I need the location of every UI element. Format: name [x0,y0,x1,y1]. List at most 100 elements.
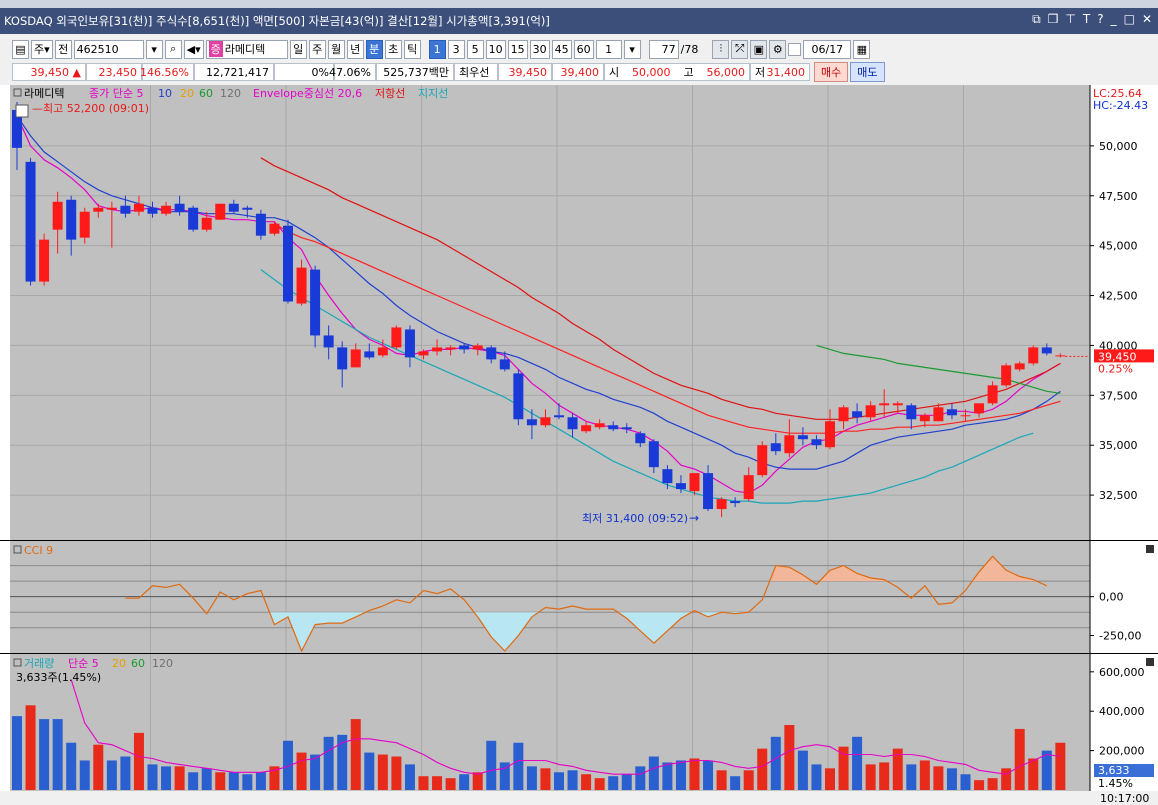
cci-oversold-fill [269,612,366,651]
volume-bar [52,719,63,790]
candle-tool-icon[interactable]: ⫶ [712,39,730,59]
interval-5[interactable]: 5 [466,39,484,59]
volume-bar [377,754,388,790]
pin-icon[interactable]: ⊤ [1065,12,1076,26]
calendar-icon[interactable]: ▦ [853,39,871,59]
stock-name-field[interactable]: 증 라메디텍 [205,39,288,59]
low-label: 저 [755,66,766,79]
interval-3[interactable]: 3 [447,39,465,59]
candle-body [1028,347,1039,364]
page-value: 77 [661,42,676,56]
candle-body [987,385,998,404]
font-icon[interactable]: T [1082,12,1091,26]
interval-1[interactable]: 1 [428,39,446,59]
layout-icon[interactable]: ▤ [12,39,29,59]
unit-second[interactable]: 초 [384,39,402,59]
search-icon[interactable]: ⌕ [164,39,182,59]
link-icon[interactable]: ⧉ [1032,12,1041,26]
cci-oversold-fill [697,612,722,617]
volume-ma60: 60 [131,657,145,670]
candle-body [540,417,551,426]
count-dropdown-icon[interactable]: ▾ [623,39,641,59]
candle-body [25,161,36,282]
interval-15[interactable]: 15 [507,39,528,59]
volume-ma20: 20 [112,657,126,670]
top-menu-strip [0,0,1158,8]
period-day[interactable]: 일 [289,39,307,59]
minimize-icon[interactable]: _ [1110,12,1117,26]
last-volume-box [1094,764,1154,777]
draw-tool-icon[interactable]: ⤱ [731,39,749,59]
volume-bar [1055,742,1066,790]
maximize-icon[interactable]: □ [1123,12,1135,26]
candle-body [52,201,63,230]
candle-body [825,421,835,448]
date-checkbox[interactable] [788,42,802,56]
volume-cell: 12,721,417 [194,63,274,81]
cci-close-icon[interactable] [1146,545,1154,553]
interval-60[interactable]: 60 [573,39,594,59]
page-input[interactable]: 77 [648,39,679,59]
copy-icon[interactable]: ❐ [1047,12,1059,26]
window-title-bar: KOSDAQ 외국인보유[31(천)] 주식수[8,651(천)] 액면[500… [0,8,1158,34]
candle-body [106,207,117,210]
unit-tick[interactable]: 틱 [403,39,421,59]
candle-body [79,211,90,238]
price-tick-label: 37,500 [1099,389,1138,402]
market-select[interactable]: 주 ▾ [31,39,53,59]
candle-body [174,203,185,212]
volume-bar [879,762,890,790]
price-tick-label: 40,000 [1099,339,1138,352]
chart-area[interactable]: 50,000 47,500 45,000 42,500 40,000 37,500 35,0… [0,85,1158,805]
price-tick-label: 47,500 [1099,190,1138,203]
candle-body [445,347,456,350]
volume-legend: 거래량 단순 5 20 60 120 3,633주(1.45%) [13,657,1154,684]
volume-close-icon[interactable] [1146,658,1154,666]
volume-bar [852,736,863,790]
code-dropdown-icon[interactable]: ▾ [145,39,163,59]
period-month[interactable]: 월 [327,39,345,59]
legend-support: 지지선 [418,87,448,100]
unit-minute[interactable]: 분 [365,39,383,59]
interval-45[interactable]: 45 [551,39,572,59]
close-icon[interactable]: ✕ [1141,12,1152,26]
code-input[interactable]: 462510 [73,39,144,59]
volume-bar [418,776,429,790]
legend-ma120: 120 [220,87,241,100]
period-year[interactable]: 년 [346,39,364,59]
legend-box-icon [13,88,22,97]
buy-button[interactable]: 매수 [814,62,849,82]
volume-bar [703,760,714,790]
interval-30[interactable]: 30 [529,39,550,59]
cci-oversold-fill [617,612,692,644]
hc-label: HC:-24.43 [1093,99,1148,112]
trade-amount: 525,737백만 [383,66,449,79]
interval-10[interactable]: 10 [485,39,506,59]
save-icon[interactable]: ▣ [750,39,768,59]
count-value: 1 [605,42,613,56]
speaker-icon[interactable]: ◀▾ [183,39,204,59]
candle-body [648,441,659,468]
count-input[interactable]: 1 [595,39,622,59]
settings-icon[interactable]: ⚙ [769,39,787,59]
mode-button[interactable]: 전 [54,39,72,59]
volume-bar [174,766,185,790]
cci-line [125,555,1048,653]
sell-button[interactable]: 매도 [850,62,885,82]
period-week[interactable]: 주 [308,39,326,59]
volume-bar [12,716,22,790]
best-label-cell: 최우선 [454,63,498,81]
candle-body [581,425,592,432]
date-input[interactable]: 06/17 [803,39,852,59]
volume-bar [79,760,90,790]
price-tick-label: 32,500 [1099,489,1138,502]
volume-bar [459,774,470,790]
candle-body [770,443,781,452]
up-arrow-icon: ▲ [72,65,81,79]
volume-bar [1014,728,1025,790]
help-icon[interactable]: ? [1097,12,1104,26]
grid-toggle-icon[interactable] [15,104,29,118]
price-change-pct: 146.56% [140,65,189,79]
volume-bar [608,776,619,790]
legend-ma60: 60 [199,87,213,100]
